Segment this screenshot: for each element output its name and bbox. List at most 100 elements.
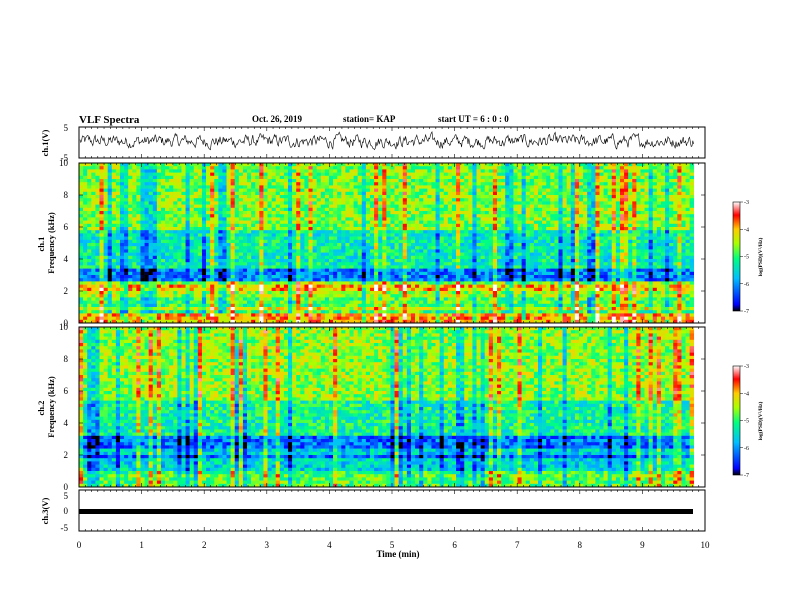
spectrogram-cell: [279, 166, 285, 170]
spectrogram-cell: [365, 249, 371, 253]
spectrogram-cell: [238, 166, 244, 170]
spectrogram-cell: [435, 255, 440, 260]
spectrogram-cell: [513, 166, 518, 170]
spectrogram-cell: [361, 252, 367, 257]
spectrogram-cell: [87, 236, 92, 241]
spectrogram-cell: [349, 259, 354, 263]
spectrogram-cell: [439, 207, 445, 212]
spectrogram-cell: [132, 227, 137, 231]
spectrogram-cell: [386, 179, 391, 183]
spectrogram-cell: [505, 223, 510, 228]
spectrogram-cell: [79, 239, 84, 244]
spectrogram-cell: [488, 217, 494, 221]
spectrogram-cell: [386, 259, 391, 263]
spectrogram-cell: [214, 172, 219, 177]
spectrogram-cell: [660, 169, 666, 173]
spectrogram-cell: [447, 179, 453, 183]
spectrogram-cell: [554, 236, 559, 241]
spectrogram-cell: [328, 217, 334, 221]
spectrogram-cell: [173, 169, 178, 173]
spectrogram-cell: [603, 204, 608, 209]
spectrogram-cell: [390, 201, 395, 205]
spectrogram-cell: [480, 211, 486, 215]
spectrogram-cell: [87, 182, 92, 186]
spectrogram-cell: [288, 249, 293, 253]
spectrogram-cell: [259, 252, 264, 257]
spectrogram-cell: [361, 172, 367, 177]
spectrogram-cell: [566, 191, 572, 196]
spectrogram-cell: [197, 191, 203, 196]
spectrogram-cell: [628, 243, 633, 247]
spectrogram-cell: [636, 204, 641, 209]
spectrogram-cell: [505, 262, 510, 266]
spectrogram-cell: [197, 255, 203, 260]
spectrogram-cell: [681, 230, 686, 234]
spectrogram-cell: [484, 233, 490, 237]
spectrogram-cell: [427, 259, 432, 263]
spectrogram-cell: [374, 207, 379, 212]
spectrogram-cell: [464, 175, 469, 180]
spectrogram-cell: [111, 252, 117, 257]
spectrogram-cell: [328, 179, 334, 183]
spectrogram-cell: [201, 252, 207, 257]
spectrogram-cell: [83, 214, 88, 218]
spectrogram-cell: [210, 185, 215, 189]
spectrogram-cell: [300, 217, 305, 221]
spectrogram-cell: [103, 230, 108, 234]
spectrogram-cell: [365, 252, 371, 257]
spectrogram-cell: [652, 166, 658, 170]
spectrogram-cell: [570, 175, 576, 180]
spectrogram-cell: [185, 163, 190, 167]
spectrogram-cell: [308, 236, 313, 241]
spectrogram-cell: [357, 246, 363, 250]
spectrogram-cell: [476, 239, 481, 244]
spectrogram-cell: [365, 195, 371, 199]
spectrogram-cell: [267, 185, 272, 189]
spectrogram-cell: [148, 175, 154, 180]
spectrogram-cell: [484, 259, 490, 263]
spectrogram-cell: [365, 175, 371, 180]
spectrogram-cell: [546, 243, 551, 247]
spectrogram-cell: [468, 188, 473, 193]
spectrogram-cell: [271, 172, 277, 177]
spectrogram-cell: [632, 195, 637, 199]
spectrogram-cell: [374, 230, 379, 234]
spectrogram-cell: [509, 214, 514, 218]
spectrogram-cell: [218, 185, 223, 189]
spectrogram-cell: [128, 236, 133, 241]
spectrogram-cell: [562, 259, 567, 263]
spectrogram-cell: [247, 169, 252, 173]
spectrogram-cell: [501, 188, 506, 193]
spectrogram-cell: [517, 262, 522, 266]
spectrogram-cell: [337, 214, 342, 218]
spectrogram-cell: [509, 198, 514, 202]
spectrogram-cell: [685, 252, 690, 257]
spectrogram-cell: [206, 191, 211, 196]
spectrogram-cell: [685, 243, 690, 247]
spectrogram-cell: [660, 207, 666, 212]
spectrogram-cell: [251, 185, 256, 189]
spectrogram-cell: [562, 191, 567, 196]
spectrogram-cell: [468, 246, 473, 250]
spectrogram-cell: [484, 236, 490, 241]
spectrogram-cell: [136, 201, 141, 205]
spectrogram-cell: [91, 188, 96, 193]
spectrogram-cell: [492, 262, 498, 266]
spectrogram-cell: [423, 175, 428, 180]
spectrogram-cell: [369, 223, 375, 228]
spectrogram-cell: [83, 198, 88, 202]
spectrogram-cell: [320, 243, 326, 247]
spectrogram-cell: [312, 204, 317, 209]
spectrogram-cell: [669, 211, 674, 215]
spectrogram-cell: [279, 185, 285, 189]
spectrogram-cell: [652, 172, 658, 177]
spectrogram-cell: [566, 172, 572, 177]
spectrogram-cell: [517, 252, 522, 257]
spectrogram-cell: [181, 227, 186, 231]
spectrogram-cell: [193, 175, 199, 180]
spectrogram-cell: [214, 204, 219, 209]
spectrogram-cell: [378, 239, 383, 244]
spectrogram-cell: [521, 169, 527, 173]
spectrogram-cell: [185, 214, 190, 218]
spectrogram-cell: [341, 239, 346, 244]
